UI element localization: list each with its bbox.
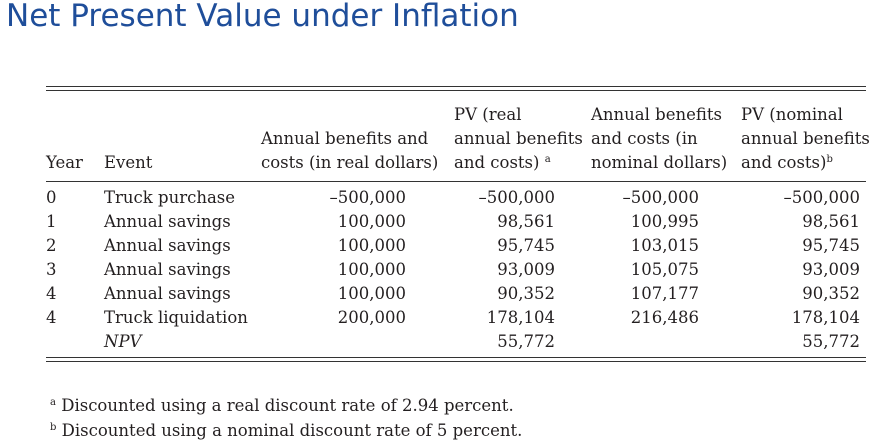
header-real-line1: Annual benefits and — [261, 129, 429, 148]
cell-year: 0 — [46, 188, 57, 207]
header-real-line2: costs (in real dollars) — [261, 153, 439, 172]
cell-real-empty — [261, 330, 454, 357]
cell-nominal-empty — [591, 330, 741, 357]
footnote-a: a Discounted using a real discount rate … — [50, 393, 522, 418]
header-pv-nominal-line1: PV (nominal — [741, 105, 843, 124]
cell-pv-nominal: 90,352 — [802, 284, 860, 303]
footnote-mark-a: a — [544, 154, 551, 165]
footnotes: a Discounted using a real discount rate … — [50, 393, 522, 443]
footnote-mark-b: b — [826, 154, 833, 165]
table-bottom-rule — [46, 357, 866, 358]
npv-label: NPV — [104, 332, 142, 351]
footnote-b-text: Discounted using a nominal discount rate… — [61, 421, 523, 440]
npv-row: NPV 55,772 55,772 — [46, 330, 866, 357]
npv-table: Year Event Annual benefits and costs (in… — [46, 86, 870, 362]
cell-event: Truck purchase — [104, 188, 236, 207]
cell-nominal: 103,015 — [630, 236, 699, 255]
cell-pv-nominal: –500,000 — [783, 188, 860, 207]
cell-real: 100,000 — [337, 284, 406, 303]
cell-pv-real: 93,009 — [497, 260, 555, 279]
header-pv-real: PV (real annual benefits and costs) a — [454, 91, 591, 182]
footnote-b-mark: b — [50, 422, 57, 433]
cell-real: 100,000 — [337, 236, 406, 255]
header-nominal: Annual benefits and costs (in nominal do… — [591, 91, 741, 182]
npv-pv-nominal: 55,772 — [802, 332, 860, 351]
cell-year: 2 — [46, 236, 57, 255]
header-pv-nominal-line2: annual benefits — [741, 129, 870, 148]
cell-nominal: 107,177 — [630, 284, 699, 303]
cell-event: Truck liquidation — [104, 308, 248, 327]
cell-pv-nominal: 178,104 — [791, 308, 860, 327]
header-pv-real-line3-text: and costs) — [454, 153, 540, 172]
cell-nominal: 216,486 — [630, 308, 699, 327]
cell-pv-nominal: 93,009 — [802, 260, 860, 279]
header-pv-nominal: PV (nominal annual benefits and costs)b — [741, 91, 870, 182]
cell-event: Annual savings — [104, 236, 231, 255]
cell-year: 4 — [46, 284, 57, 303]
table-row: 4 Annual savings 100,000 90,352 107,177 … — [46, 282, 866, 306]
footnote-b: b Discounted using a nominal discount ra… — [50, 418, 522, 443]
slide-title: Net Present Value under Inflation — [6, 0, 519, 34]
table-row: 2 Annual savings 100,000 95,745 103,015 … — [46, 234, 866, 258]
table-row: 0 Truck purchase –500,000 –500,000 –500,… — [46, 182, 866, 211]
cell-pv-real: 98,561 — [497, 212, 555, 231]
header-nominal-line2: and costs (in — [591, 129, 698, 148]
table-top-rule-2 — [46, 90, 866, 91]
footnote-a-text: Discounted using a real discount rate of… — [61, 396, 514, 415]
cell-pv-real: 90,352 — [497, 284, 555, 303]
cell-nominal: –500,000 — [622, 188, 699, 207]
cell-real: –500,000 — [329, 188, 406, 207]
footnote-a-mark: a — [50, 397, 56, 408]
cell-real: 200,000 — [337, 308, 406, 327]
cell-pv-real: 95,745 — [497, 236, 555, 255]
header-pv-nominal-line3: and costs)b — [741, 151, 866, 175]
cell-nominal: 100,995 — [630, 212, 699, 231]
table-row: 1 Annual savings 100,000 98,561 100,995 … — [46, 210, 866, 234]
cell-pv-nominal: 95,745 — [802, 236, 860, 255]
header-pv-real-line2: annual benefits — [454, 129, 583, 148]
table-header-row: Year Event Annual benefits and costs (in… — [46, 91, 870, 182]
cell-real: 100,000 — [337, 212, 406, 231]
header-real: Annual benefits and costs (in real dolla… — [261, 91, 454, 182]
cell-year-empty — [46, 330, 104, 357]
cell-pv-nominal: 98,561 — [802, 212, 860, 231]
table-row: 3 Annual savings 100,000 93,009 105,075 … — [46, 258, 866, 282]
cell-pv-real: 178,104 — [486, 308, 555, 327]
npv-pv-real: 55,772 — [497, 332, 555, 351]
cell-year: 3 — [46, 260, 57, 279]
cell-nominal: 105,075 — [630, 260, 699, 279]
header-pv-real-line1: PV (real — [454, 105, 522, 124]
header-nominal-line1: Annual benefits — [591, 105, 722, 124]
cell-event: Annual savings — [104, 284, 231, 303]
cell-event: Annual savings — [104, 260, 231, 279]
header-pv-real-line3: and costs) a — [454, 151, 591, 175]
cell-year: 4 — [46, 308, 57, 327]
header-nominal-line3: nominal dollars) — [591, 153, 728, 172]
table-bottom-rule-2 — [46, 361, 866, 362]
header-event: Event — [104, 91, 261, 182]
header-year: Year — [46, 91, 104, 182]
cell-real: 100,000 — [337, 260, 406, 279]
cell-pv-real: –500,000 — [478, 188, 555, 207]
table-top-rule — [46, 86, 866, 87]
cell-year: 1 — [46, 212, 57, 231]
table-row: 4 Truck liquidation 200,000 178,104 216,… — [46, 306, 866, 330]
cell-event: Annual savings — [104, 212, 231, 231]
header-pv-nominal-line3-text: and costs) — [741, 153, 827, 172]
